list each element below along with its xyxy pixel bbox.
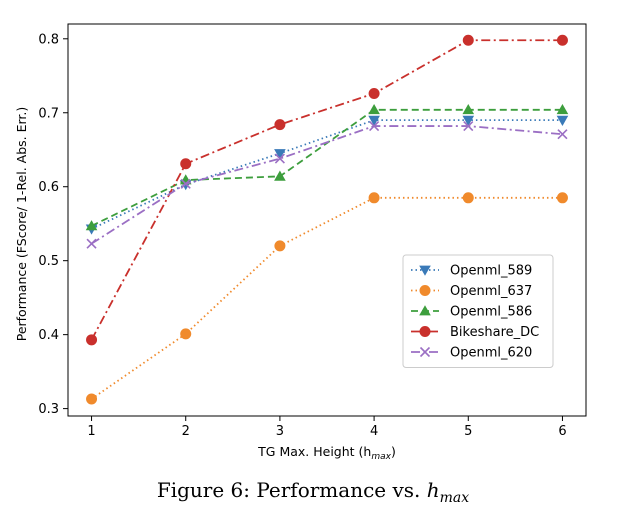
legend-label: Openml_637 — [450, 284, 532, 299]
series-line-openml_620 — [91, 125, 563, 245]
data-point-openml_637 — [180, 328, 192, 340]
legend-marker — [419, 326, 431, 337]
data-point-openml_589 — [368, 115, 380, 126]
x-tick-label: 4 — [370, 424, 378, 439]
y-tick-label: 0.4 — [38, 328, 59, 343]
legend-label: Openml_586 — [450, 305, 532, 320]
data-point-openml_589 — [274, 149, 286, 160]
data-point-bikeshare_dc — [556, 34, 568, 46]
data-point-openml_586 — [85, 220, 98, 231]
x-tick-label: 5 — [464, 424, 472, 439]
data-point-openml_586 — [556, 103, 569, 115]
data-point-bikeshare_dc — [274, 119, 286, 131]
legend-item-openml_589: Openml_589 — [411, 264, 532, 279]
legend-marker — [419, 305, 431, 316]
y-axis-title: Performance (FScore/ 1-Rel. Abs. Err.) — [14, 107, 29, 342]
legend-box — [402, 254, 554, 368]
legend-marker — [419, 346, 431, 358]
legend-label: Openml_589 — [450, 264, 532, 279]
series-line-openml_589 — [91, 119, 563, 230]
data-point-openml_589 — [556, 115, 569, 126]
data-point-openml_620 — [557, 129, 568, 140]
y-tick-label: 0.5 — [38, 254, 59, 269]
data-point-openml_637 — [86, 393, 98, 405]
x-tick-label: 6 — [558, 424, 566, 439]
series-line-openml_637 — [91, 196, 563, 400]
legend-item-openml_637: Openml_637 — [411, 284, 532, 299]
data-point-openml_586 — [462, 103, 475, 115]
legend-marker — [419, 285, 431, 296]
y-tick-label: 0.8 — [38, 32, 59, 47]
data-point-openml_586 — [274, 170, 286, 181]
data-point-bikeshare_dc — [180, 158, 192, 170]
x-axis-title: TG Max. Height (hmax) — [257, 444, 396, 462]
x-tick-label: 1 — [87, 424, 95, 439]
data-point-openml_637 — [274, 240, 286, 252]
data-point-openml_620 — [180, 178, 191, 189]
data-point-openml_586 — [368, 103, 380, 115]
data-point-bikeshare_dc — [368, 88, 380, 100]
data-point-bikeshare_dc — [462, 34, 474, 46]
data-point-openml_589 — [462, 115, 475, 126]
legend-marker — [419, 265, 431, 276]
legend-label: Bikeshare_DC — [450, 325, 539, 340]
y-tick-label: 0.7 — [38, 106, 59, 121]
figure-caption: Figure 6: Performance vs. hmax — [156, 478, 470, 506]
data-point-openml_637 — [462, 192, 474, 204]
legend-item-bikeshare_dc: Bikeshare_DC — [411, 325, 539, 340]
plot-frame — [67, 23, 587, 417]
data-point-openml_620 — [463, 121, 474, 132]
legend-item-openml_586: Openml_586 — [411, 305, 532, 320]
data-point-openml_637 — [368, 192, 380, 204]
legend-label: Openml_620 — [450, 346, 532, 361]
data-point-openml_620 — [274, 153, 285, 164]
x-tick-label: 2 — [182, 424, 190, 439]
y-tick-label: 0.6 — [38, 180, 59, 195]
data-point-bikeshare_dc — [86, 334, 98, 346]
y-tick-label: 0.3 — [38, 402, 59, 417]
data-point-openml_637 — [556, 192, 568, 204]
data-point-openml_620 — [86, 238, 97, 249]
legend-item-openml_620: Openml_620 — [411, 346, 532, 361]
x-tick-label: 3 — [276, 424, 284, 439]
data-point-openml_620 — [369, 121, 380, 132]
